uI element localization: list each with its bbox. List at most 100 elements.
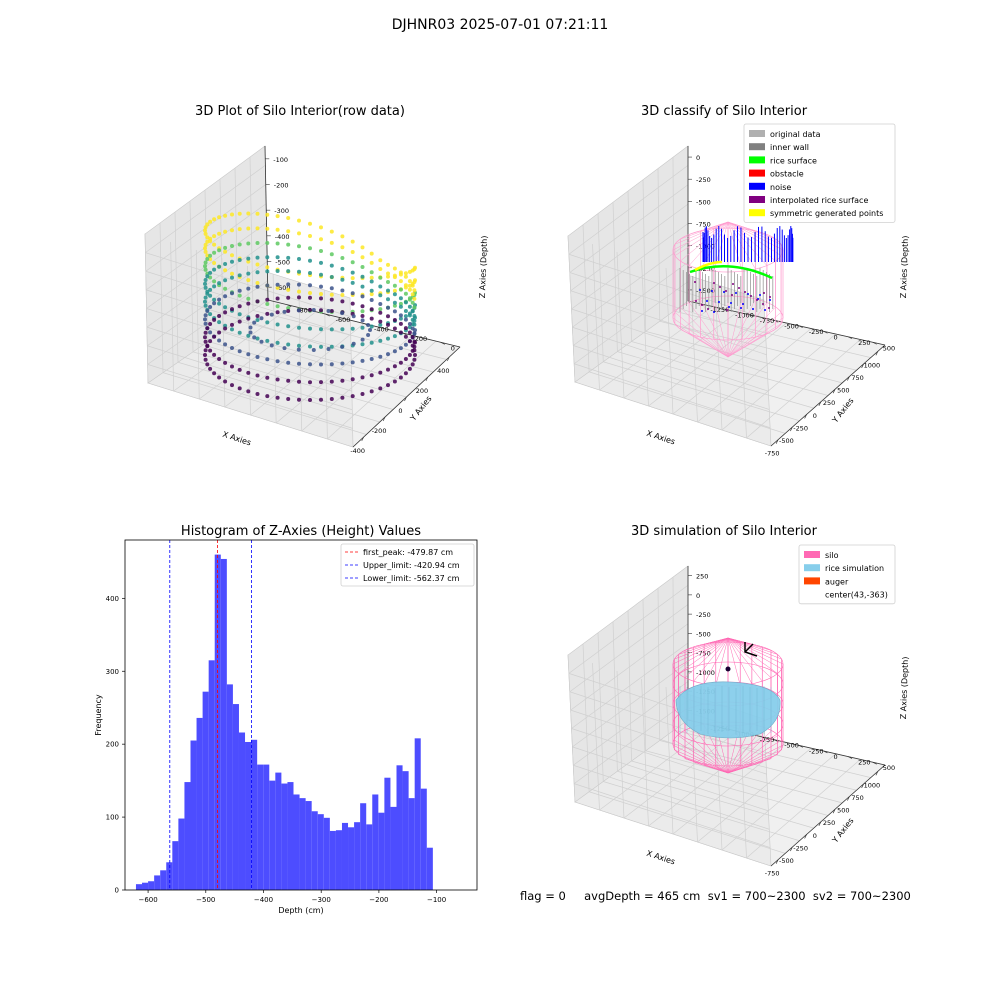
data-point [369,316,374,321]
data-point [203,321,208,326]
noise-point [718,301,720,303]
silo-wire [727,637,741,686]
x-axis-label: Depth (cm) [278,906,323,915]
gridline [247,265,251,416]
data-point [350,377,355,382]
histogram-bar [287,782,294,890]
data-point [319,362,323,367]
x-tick-label: -750 [765,870,780,878]
data-point [297,269,301,274]
data-point [203,295,208,300]
silo-wire [672,744,729,774]
silo-wire [680,306,729,358]
silo-wire [674,221,729,245]
legend [340,543,475,587]
silo-wire [727,637,778,655]
data-point [360,309,365,314]
data-point [378,267,383,271]
x-tick [790,426,793,432]
data-point [286,287,291,292]
data-point [319,327,323,332]
data-point [275,214,280,219]
interpolated-point [732,283,734,285]
data-point [360,304,365,309]
gridline [571,642,689,729]
interpolated-point [726,309,728,311]
x-tick-label: -200 [372,427,387,435]
data-point [265,226,270,231]
data-point [360,358,365,363]
data-point [255,336,260,341]
gridline [250,323,365,416]
legend-swatch [749,209,765,217]
symmetric-points [694,260,723,272]
data-point [265,297,270,302]
data-point [255,318,260,322]
y-tick-label: -500 [784,742,799,750]
data-point [410,343,415,348]
data-point [329,327,334,332]
y-tick-label: -400 [374,326,389,334]
silo-wire [715,637,729,643]
x-tick [804,414,807,419]
data-point [252,320,257,325]
z-tick-label: -750 [696,650,711,658]
data-point [230,228,234,233]
data-point [329,275,334,279]
gridline [659,740,857,791]
x-axis-label: X Axies [645,849,676,867]
silo-wire [727,302,768,358]
data-point [237,349,242,354]
data-point [407,269,412,274]
noise-point [706,300,708,302]
y-tick [823,750,828,754]
data-point [412,296,417,301]
data-point [237,273,242,278]
data-point [386,271,390,276]
data-point [205,343,210,348]
data-point [265,338,270,343]
plot-frame [124,539,478,891]
data-point [246,271,251,276]
histogram-title: Histogram of Z-Axies (Height) Values [180,524,422,539]
legend-label: interpolated rice surface [770,196,868,205]
histogram-bar [341,822,349,890]
data-point [340,361,345,366]
data-point [308,291,312,295]
data-point [246,389,251,394]
legend-swatch [749,143,765,151]
data-point [203,299,207,304]
gridline [569,604,689,693]
data-point [378,354,383,359]
histogram-bar [245,741,252,890]
data-point [340,293,345,297]
data-point [351,314,356,319]
z-tick-label: 0 [696,592,700,600]
data-point [369,260,374,265]
data-point [340,234,345,239]
noise-point [769,299,771,301]
silo-wire [727,735,778,774]
data-point [329,309,334,313]
data-point [319,225,323,230]
data-point [246,278,251,283]
histogram-bar [420,788,427,890]
data-point [208,339,213,344]
legend-swatch [749,196,765,203]
gridline [665,686,674,835]
data-point [297,343,301,348]
data-point [208,253,213,258]
z-tick-label: -500 [275,259,290,267]
x-axis-line [770,764,886,867]
y-tick-label: -250 [809,328,824,336]
gridline [222,330,420,385]
noise-point [701,310,703,312]
data-point [217,264,222,269]
interpolated-point [725,290,727,292]
data-point [360,274,365,279]
data-point [205,291,210,296]
data-point [398,304,403,309]
data-point [275,241,280,246]
data-point [308,283,312,288]
data-point [410,317,415,322]
